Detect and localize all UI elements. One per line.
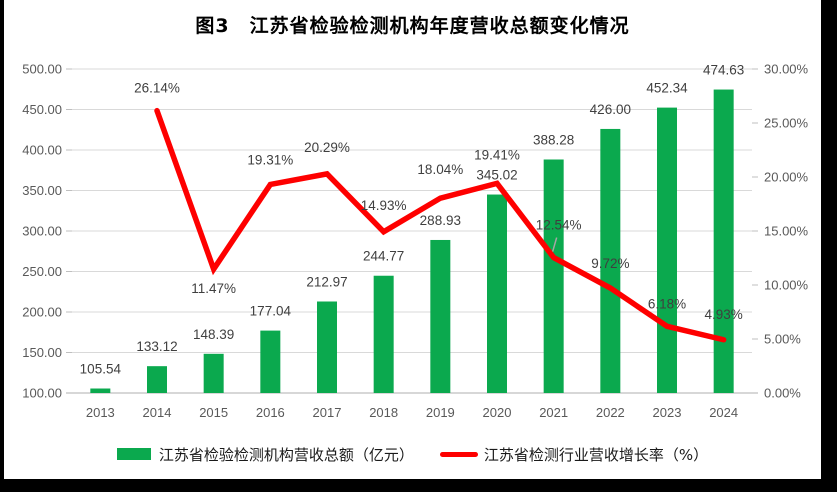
bar-2017 bbox=[317, 301, 337, 393]
growth-value-label: 26.14% bbox=[134, 81, 180, 96]
bar-2016 bbox=[260, 330, 281, 393]
growth-value-label: 19.41% bbox=[474, 147, 520, 162]
growth-value-label: 12.54% bbox=[536, 218, 582, 233]
bar-2014 bbox=[147, 366, 167, 393]
x-axis-label: 2013 bbox=[86, 405, 115, 420]
y-axis-label-left: 400.00 bbox=[22, 143, 62, 158]
bar-2021 bbox=[543, 159, 564, 393]
y-axis-label-left: 150.00 bbox=[22, 345, 62, 360]
bar-value-label: 177.04 bbox=[250, 304, 292, 319]
y-axis-label-right: 10.00% bbox=[764, 278, 809, 293]
bar-2015 bbox=[203, 353, 224, 393]
bar-value-label: 474.63 bbox=[703, 63, 744, 78]
x-axis-label: 2016 bbox=[256, 405, 285, 420]
bar-2019 bbox=[430, 239, 451, 393]
growth-value-label: 11.47% bbox=[191, 281, 236, 296]
x-axis-label: 2018 bbox=[369, 405, 398, 420]
x-axis-label: 2019 bbox=[426, 405, 455, 420]
x-axis-label: 2024 bbox=[709, 405, 738, 420]
x-axis-label: 2020 bbox=[483, 405, 512, 420]
bar-value-label: 105.54 bbox=[80, 362, 122, 377]
chart-legend: 江苏省检验检测机构营收总额（亿元） 江苏省检测行业营收增长率（%） bbox=[4, 443, 821, 465]
x-axis-label: 2023 bbox=[653, 405, 682, 420]
y-axis-label-left: 100.00 bbox=[22, 386, 62, 401]
y-axis-label-left: 300.00 bbox=[22, 224, 62, 239]
y-axis-label-left: 350.00 bbox=[22, 183, 62, 198]
bar-2024 bbox=[713, 89, 734, 394]
growth-value-label: 9.72% bbox=[591, 256, 629, 271]
bar-value-label: 133.12 bbox=[136, 339, 177, 354]
bar-value-label: 244.77 bbox=[363, 249, 404, 264]
legend-line-label: 江苏省检测行业营收增长率（%） bbox=[483, 445, 709, 464]
label-leader-line bbox=[551, 237, 558, 252]
growth-rate-line bbox=[154, 107, 727, 343]
bar-value-label: 426.00 bbox=[590, 102, 631, 117]
y-axis-label-left: 450.00 bbox=[22, 102, 62, 117]
x-axis-label: 2017 bbox=[313, 405, 342, 420]
x-axis-label: 2014 bbox=[143, 405, 172, 420]
y-axis-label-right: 20.00% bbox=[764, 170, 809, 185]
y-axis-label-right: 30.00% bbox=[764, 62, 809, 77]
bar-value-label: 388.28 bbox=[533, 132, 574, 147]
y-axis-label-left: 250.00 bbox=[22, 264, 62, 279]
y-axis-label-left: 500.00 bbox=[22, 62, 62, 77]
bar-2018 bbox=[373, 275, 394, 393]
growth-value-label: 6.18% bbox=[648, 296, 686, 311]
y-axis-label-right: 15.00% bbox=[764, 224, 809, 239]
bar-2023 bbox=[657, 107, 677, 393]
bar-value-label: 288.93 bbox=[420, 213, 461, 228]
x-axis-label: 2015 bbox=[199, 405, 228, 420]
bar-value-label: 345.02 bbox=[476, 168, 517, 183]
chart-svg: 100.00 150.00 200.00 250.00 300.00 350.00 400.… bbox=[22, 62, 809, 421]
y-axis-label-right: 5.00% bbox=[764, 332, 801, 347]
y-axis-label-right: 25.00% bbox=[764, 116, 809, 131]
bar-value-label: 452.34 bbox=[646, 81, 688, 96]
growth-value-label: 18.04% bbox=[417, 162, 463, 177]
bar-value-label: 148.39 bbox=[193, 327, 234, 342]
growth-value-label: 4.93% bbox=[705, 307, 743, 322]
bar-value-label: 212.97 bbox=[306, 274, 347, 289]
growth-value-label: 19.31% bbox=[247, 152, 293, 167]
legend-bar-swatch-icon bbox=[116, 448, 151, 460]
bar-2020 bbox=[487, 194, 507, 393]
y-axis-label-right: 0.00% bbox=[764, 386, 801, 401]
chart-figure: 图3 江苏省检验检测机构年度营收总额变化情况 100.00 150.00 200.0… bbox=[4, 0, 821, 479]
growth-value-label: 20.29% bbox=[304, 140, 350, 155]
legend-line-swatch-icon bbox=[439, 451, 478, 457]
legend-bar-label: 江苏省检验检测机构营收总额（亿元） bbox=[158, 445, 414, 464]
bar-2022 bbox=[600, 128, 621, 393]
x-axis-label: 2022 bbox=[596, 405, 625, 420]
x-axis-label: 2021 bbox=[539, 405, 568, 420]
chart-title: 图3 江苏省检验检测机构年度营收总额变化情况 bbox=[195, 15, 630, 37]
y-axis-label-left: 200.00 bbox=[22, 305, 62, 320]
growth-value-label: 14.93% bbox=[361, 198, 407, 213]
bar-2013 bbox=[90, 388, 111, 393]
